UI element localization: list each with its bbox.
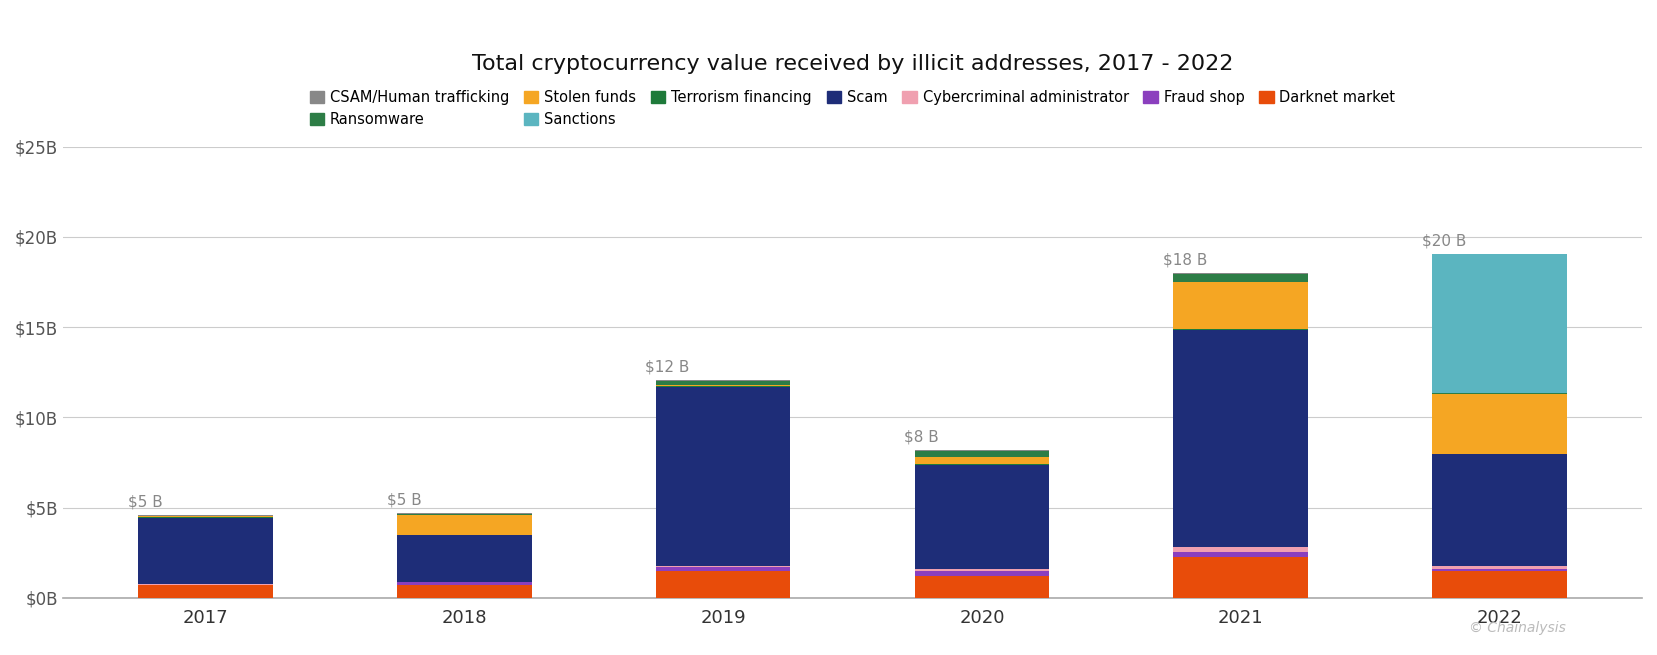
Bar — [915, 569, 1049, 571]
Bar — [138, 517, 273, 584]
Bar — [1173, 329, 1307, 330]
Bar — [1432, 394, 1568, 454]
Bar — [1173, 547, 1307, 552]
Bar — [656, 381, 790, 384]
Bar — [915, 576, 1049, 598]
Bar — [656, 386, 790, 387]
Bar — [656, 566, 790, 567]
Legend: CSAM/Human trafficking, Ransomware, Stolen funds, Sanctions, Terrorism financing: CSAM/Human trafficking, Ransomware, Stol… — [303, 84, 1402, 133]
Bar — [1173, 273, 1307, 274]
Text: $12 B: $12 B — [646, 360, 689, 375]
Bar — [656, 571, 790, 598]
Bar — [656, 384, 790, 386]
Bar — [656, 567, 790, 571]
Bar — [398, 582, 532, 585]
Bar — [398, 585, 532, 598]
Text: $5 B: $5 B — [386, 493, 421, 508]
Bar — [138, 585, 273, 598]
Bar — [1173, 274, 1307, 282]
Bar — [1432, 254, 1568, 394]
Text: $20 B: $20 B — [1422, 234, 1466, 249]
Bar — [915, 571, 1049, 576]
Bar — [1173, 557, 1307, 598]
Bar — [398, 514, 532, 515]
Bar — [1432, 571, 1568, 598]
Bar — [1432, 569, 1568, 571]
Bar — [656, 387, 790, 566]
Bar — [1173, 282, 1307, 329]
Title: Total cryptocurrency value received by illicit addresses, 2017 - 2022: Total cryptocurrency value received by i… — [472, 54, 1233, 74]
Bar — [398, 535, 532, 582]
Bar — [1432, 455, 1568, 566]
Bar — [1173, 330, 1307, 547]
Bar — [915, 457, 1049, 464]
Bar — [138, 516, 273, 517]
Text: $8 B: $8 B — [905, 430, 940, 445]
Text: $5 B: $5 B — [128, 495, 162, 510]
Bar — [398, 515, 532, 534]
Text: © Chainalysis: © Chainalysis — [1470, 622, 1566, 635]
Text: $18 B: $18 B — [1163, 253, 1208, 268]
Bar — [915, 451, 1049, 457]
Bar — [1173, 552, 1307, 557]
Bar — [1432, 566, 1568, 569]
Bar — [915, 464, 1049, 569]
